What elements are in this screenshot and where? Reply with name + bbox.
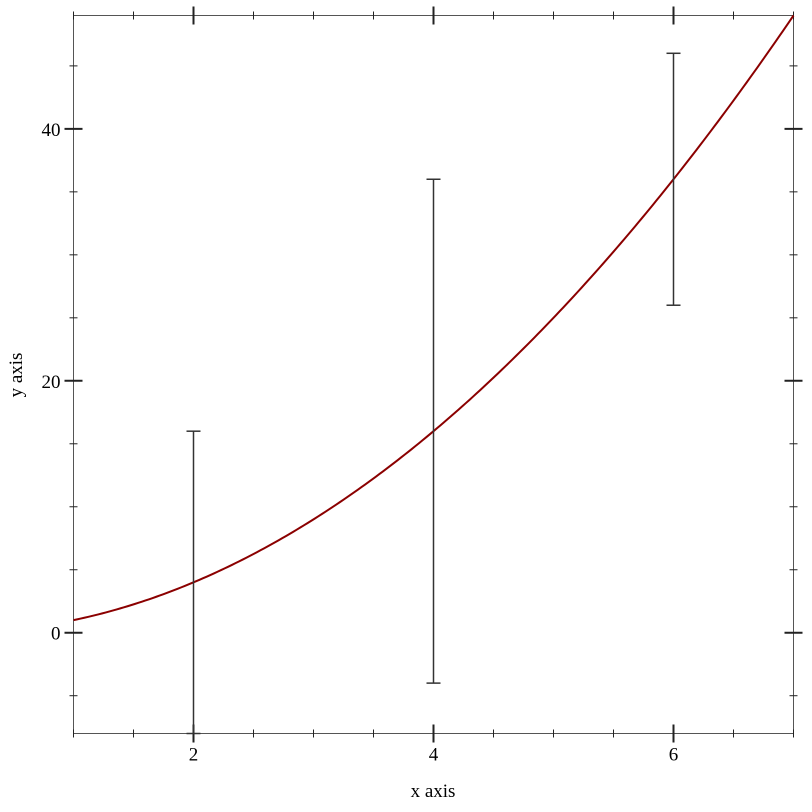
y-tick-label: 0 <box>51 624 61 645</box>
x-tick-label: 6 <box>669 745 679 766</box>
x-tick-label: 2 <box>189 745 199 766</box>
x-axis-label: x axis <box>411 781 456 802</box>
y-tick-label: 40 <box>42 120 61 141</box>
y-tick-label: 20 <box>42 372 61 393</box>
error-bar <box>426 178 441 684</box>
error-bar <box>186 430 201 735</box>
x-tick-label: 4 <box>429 745 439 766</box>
y-axis-label: y axis <box>6 353 27 398</box>
error-bar <box>666 52 681 306</box>
